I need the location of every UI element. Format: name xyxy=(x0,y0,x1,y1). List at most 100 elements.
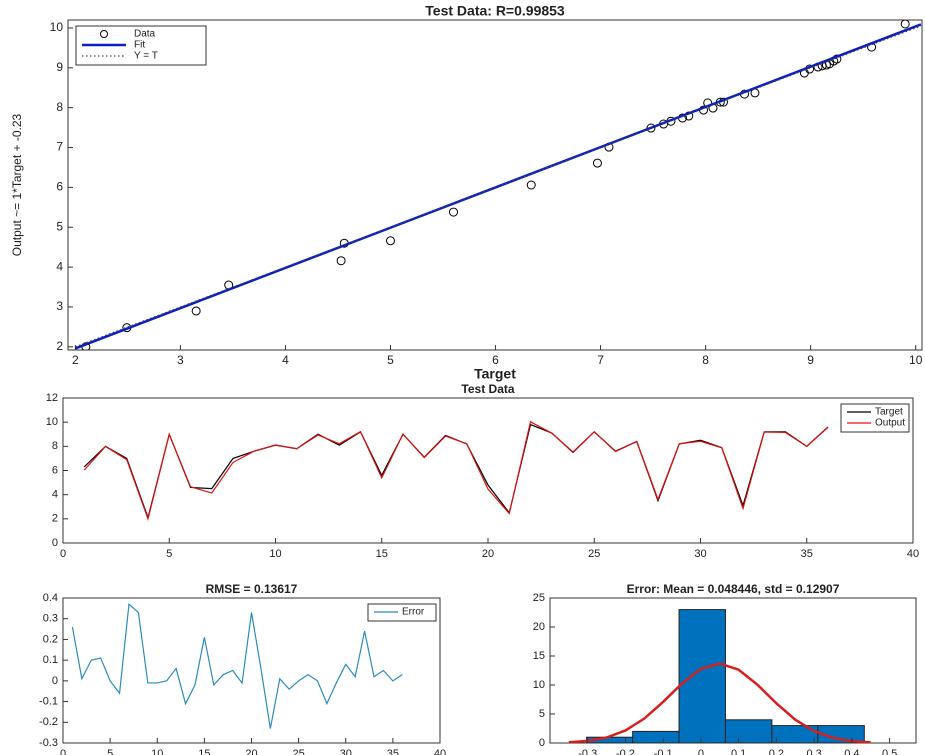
x-tick-label: 3 xyxy=(177,353,184,367)
x-tick-label: 30 xyxy=(694,548,706,560)
x-tick-label: 5 xyxy=(387,353,394,367)
y-tick-label: 7 xyxy=(56,140,63,154)
series-line xyxy=(71,602,403,729)
y-tick-label: 9 xyxy=(56,60,63,74)
y-tick-label: 10 xyxy=(533,679,545,691)
x-tick-label: -0.2 xyxy=(616,748,635,755)
x-tick-label: 20 xyxy=(245,748,257,755)
x-tick-label: -0.1 xyxy=(654,748,673,755)
data-point xyxy=(191,306,201,316)
legend-label: Target xyxy=(875,407,903,418)
x-tick-label: 25 xyxy=(293,748,305,755)
histogram-bar xyxy=(724,719,773,743)
x-tick-label: 5 xyxy=(107,748,113,755)
y-tick-label: 0.4 xyxy=(43,592,58,604)
y-axis-label: Output ~= 1*Target + -0.23 xyxy=(10,113,24,256)
plot-group xyxy=(71,602,403,729)
y-tick-label: 0.1 xyxy=(43,654,58,666)
y-tick-label: 3 xyxy=(56,299,63,313)
x-tick-label: 25 xyxy=(588,548,600,560)
y-tick-label: 0.3 xyxy=(43,613,58,625)
x-tick-label: 0.3 xyxy=(806,748,821,755)
x-tick-label: 0 xyxy=(60,748,66,755)
y-tick-label: 0 xyxy=(52,537,58,549)
data-point xyxy=(646,123,656,133)
y-tick-label: 0.2 xyxy=(43,633,58,645)
x-tick-label: 20 xyxy=(482,548,494,560)
y-tick-label: 10 xyxy=(46,416,58,428)
data-point xyxy=(385,236,395,246)
legend-marker xyxy=(100,30,108,38)
y-tick-label: 25 xyxy=(533,592,545,604)
y-tick-label: -0.2 xyxy=(39,716,58,728)
plot-area xyxy=(62,597,441,744)
histogram-bar xyxy=(632,730,680,743)
series-line xyxy=(83,420,829,522)
x-tick-label: 40 xyxy=(434,748,446,755)
x-tick-label: 10 xyxy=(909,353,923,367)
x-tick-label: 0.4 xyxy=(844,748,859,755)
data-point xyxy=(526,180,536,190)
x-tick-label: 40 xyxy=(907,548,919,560)
x-tick-label: 0.1 xyxy=(731,748,746,755)
x-tick-label: 0 xyxy=(60,548,66,560)
reference-line xyxy=(75,25,922,348)
y-tick-label: 5 xyxy=(56,219,63,233)
x-tick-label: 2 xyxy=(72,353,79,367)
y-tick-label: 2 xyxy=(56,339,63,353)
plot-group xyxy=(83,420,829,522)
x-tick-label: 4 xyxy=(282,353,289,367)
legend-label: Error xyxy=(402,607,425,618)
x-tick-label: 8 xyxy=(702,353,709,367)
x-tick-label: 10 xyxy=(269,548,281,560)
x-tick-label: 15 xyxy=(376,548,388,560)
chart-title: Test Data xyxy=(461,382,514,396)
x-tick-label: 5 xyxy=(166,548,172,560)
legend-label: Fit xyxy=(134,40,145,51)
y-tick-label: 4 xyxy=(56,259,63,273)
y-tick-label: 20 xyxy=(533,621,545,633)
x-axis-label: Target xyxy=(474,366,516,382)
legend-label: Output xyxy=(875,418,905,429)
y-tick-label: 4 xyxy=(52,489,58,501)
legend-box xyxy=(367,603,437,622)
y-tick-label: 15 xyxy=(533,650,545,662)
data-point xyxy=(592,158,602,168)
data-point xyxy=(449,207,459,217)
legend-label: Y = T xyxy=(134,51,158,62)
y-tick-label: 0 xyxy=(52,675,58,687)
y-tick-label: 5 xyxy=(539,708,545,720)
chart-title: Test Data: R=0.99853 xyxy=(425,3,565,19)
x-tick-label: 35 xyxy=(801,548,813,560)
y-tick-label: 0 xyxy=(539,737,545,749)
legend-label: Data xyxy=(134,29,156,40)
chart-title: RMSE = 0.13617 xyxy=(206,582,298,596)
x-tick-label: 7 xyxy=(597,353,604,367)
y-tick-label: -0.1 xyxy=(39,695,58,707)
y-tick-label: 8 xyxy=(56,100,63,114)
x-tick-label: 15 xyxy=(198,748,210,755)
histogram-bar xyxy=(817,725,865,743)
x-tick-label: 35 xyxy=(387,748,399,755)
legend-box xyxy=(840,403,910,433)
histogram-bar xyxy=(678,609,726,743)
y-tick-label: 8 xyxy=(52,440,58,452)
x-tick-label: 30 xyxy=(340,748,352,755)
x-tick-label: 6 xyxy=(492,353,499,367)
fit-curve xyxy=(568,662,871,743)
x-tick-label: 0.5 xyxy=(882,748,897,755)
x-tick-label: 0 xyxy=(698,748,704,755)
x-tick-label: 0.2 xyxy=(769,748,784,755)
chart-title: Error: Mean = 0.048446, std = 0.12907 xyxy=(627,582,840,596)
y-tick-label: 2 xyxy=(52,513,58,525)
y-tick-label: 6 xyxy=(56,180,63,194)
data-point xyxy=(900,20,910,29)
data-point xyxy=(336,256,346,266)
plot-group xyxy=(74,20,922,350)
y-tick-label: -0.3 xyxy=(39,737,58,749)
x-tick-label: 9 xyxy=(807,353,814,367)
y-tick-label: 12 xyxy=(46,392,58,404)
x-tick-label: 10 xyxy=(151,748,163,755)
plot-group xyxy=(568,609,871,743)
y-tick-label: 6 xyxy=(52,464,58,476)
